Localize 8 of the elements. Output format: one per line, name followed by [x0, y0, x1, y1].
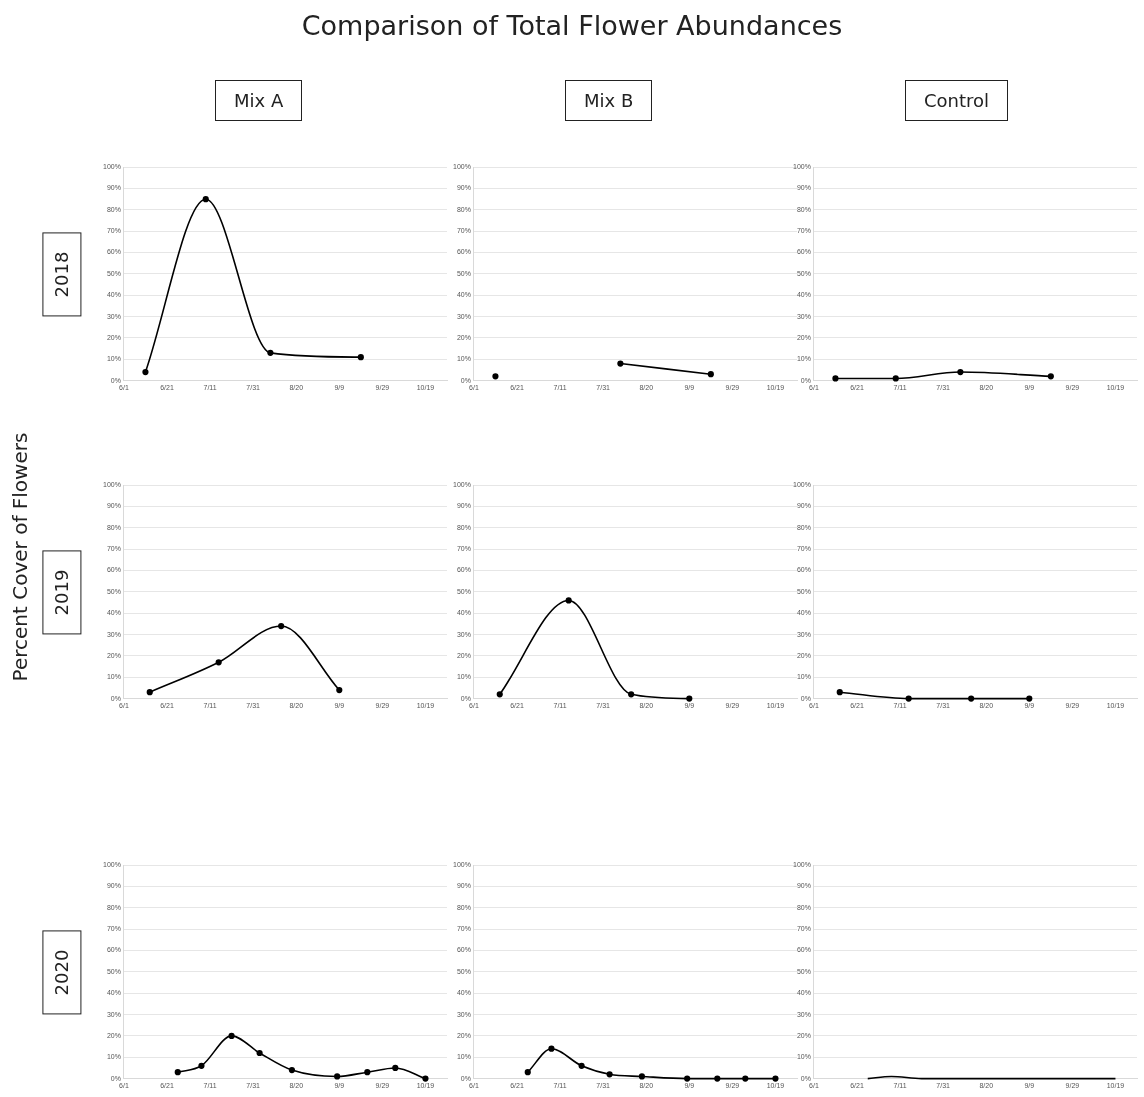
text: Percent Cover of Flowers: [8, 431, 32, 684]
y-axis-title: 2018: [42, 232, 82, 317]
text: Comparison of Total Flower Abundances: [300, 10, 844, 41]
chart-title: Mix A: [215, 80, 303, 121]
chart-title: Control: [905, 80, 1009, 121]
y-axis-title: 2020: [42, 930, 82, 1015]
y-axis-title: 2019: [42, 550, 82, 635]
chart-title: Mix B: [565, 80, 653, 121]
